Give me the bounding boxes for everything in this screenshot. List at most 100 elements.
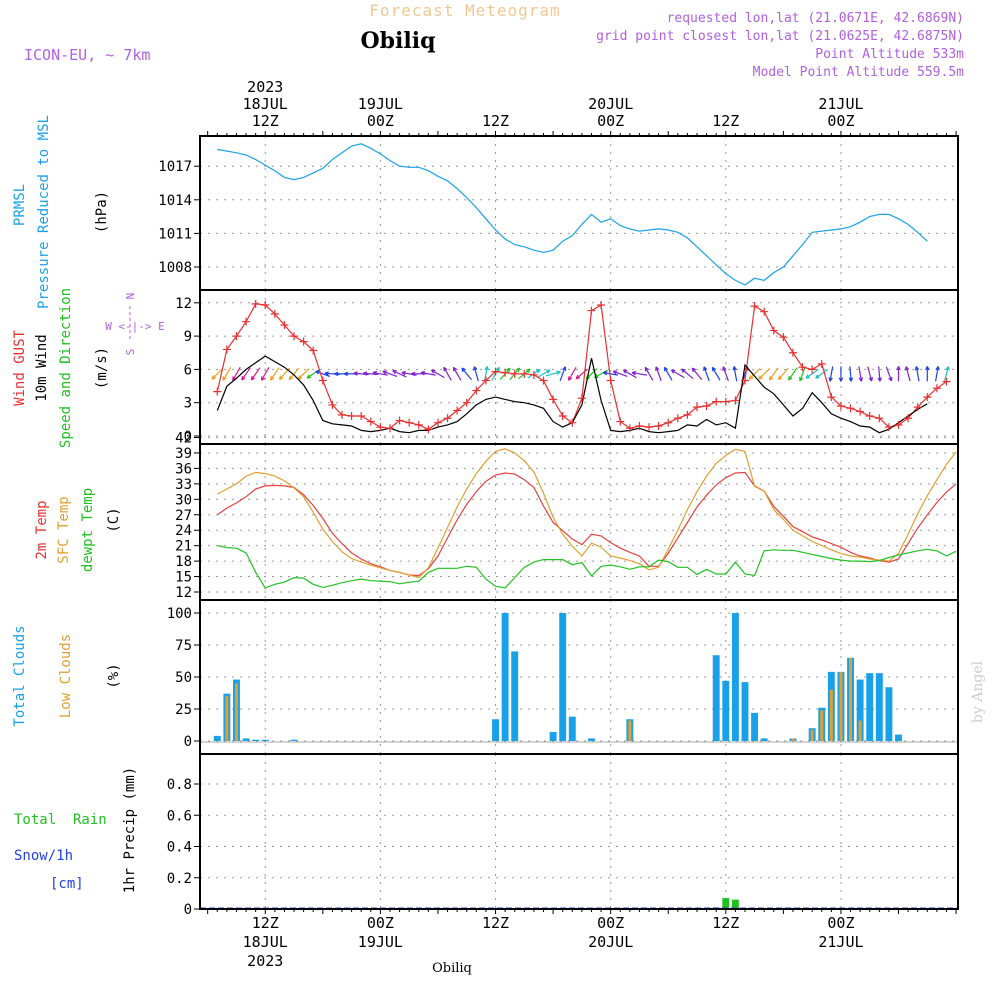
- gust-marker: [261, 301, 270, 310]
- gust-marker: [942, 377, 951, 386]
- prmsl-long-label: Pressure Reduced to MSL: [36, 115, 52, 309]
- gust-marker: [654, 422, 663, 431]
- wind-arrow: [815, 369, 829, 379]
- ytick-label: 39: [175, 446, 192, 462]
- total-cloud-bar: [588, 738, 595, 741]
- time-label-bottom: 2023: [247, 952, 283, 970]
- ytick-label: 1017: [158, 159, 192, 175]
- total-cloud-bar: [760, 738, 768, 741]
- gust-marker: [731, 396, 740, 405]
- gust-marker: [453, 406, 462, 415]
- wind-arrow: [602, 370, 619, 376]
- gust-marker: [462, 398, 471, 407]
- gust-marker: [750, 302, 759, 311]
- ytick-label: 36: [175, 461, 192, 477]
- gust-marker: [827, 393, 836, 402]
- gust-marker: [251, 299, 260, 308]
- total-cloud-bar: [751, 712, 759, 741]
- wind-arrow: [644, 366, 654, 381]
- time-label-top: 19JUL: [358, 95, 403, 113]
- prmsl-label: PRMSL: [12, 184, 28, 226]
- gust-marker: [587, 306, 596, 315]
- gust-marker: [472, 386, 481, 395]
- gust-marker: [779, 333, 788, 342]
- wind-arrow: [722, 366, 729, 382]
- gust-marker: [865, 412, 874, 421]
- wind-arrow: [848, 366, 854, 382]
- gust-marker: [366, 417, 375, 426]
- ytick-label: 1008: [158, 260, 192, 276]
- gust-marker: [357, 412, 366, 421]
- gust-marker: [625, 424, 634, 433]
- gust-marker: [481, 376, 490, 385]
- low-cloud-bar: [849, 657, 853, 741]
- time-label-bottom: 20JUL: [588, 933, 633, 951]
- wind10-label: 10m Wind: [34, 334, 50, 401]
- wind-arrow: [788, 367, 798, 381]
- wind-arrow: [914, 366, 920, 382]
- gust-marker: [232, 332, 241, 341]
- wind-arrow: [559, 366, 567, 382]
- time-label-bottom: 19JUL: [358, 933, 403, 951]
- wind-arrow: [567, 367, 577, 381]
- gust-marker: [529, 370, 538, 379]
- wind-arrow: [631, 370, 647, 376]
- gust-marker: [923, 393, 932, 402]
- degc-unit: (C): [106, 507, 122, 532]
- time-label-top: 00Z: [367, 112, 394, 130]
- ytick-label: 42: [175, 431, 192, 447]
- total-cloud-bar: [731, 613, 739, 741]
- gust-marker: [597, 301, 606, 310]
- wind-arrow: [452, 366, 462, 381]
- ytick-label: 9: [184, 329, 192, 345]
- ytick-label: 12: [175, 585, 192, 601]
- gust-marker: [424, 425, 433, 434]
- wind-arrow: [392, 370, 407, 378]
- ytick-label: 0.4: [167, 840, 192, 856]
- wind-arrow: [655, 366, 662, 382]
- total-cloud-bar: [290, 739, 298, 741]
- wind-arrow: [473, 366, 479, 382]
- cm-unit: [cm]: [50, 876, 84, 892]
- gust-marker: [328, 400, 337, 409]
- wind-arrow: [777, 367, 789, 381]
- gust-marker: [577, 394, 586, 403]
- wind-arrow: [372, 370, 388, 376]
- ytick-label: 24: [175, 523, 192, 539]
- series-sfc-temp: [217, 448, 957, 579]
- ytick-label: 33: [175, 477, 192, 493]
- wind-arrow: [315, 370, 331, 377]
- precip-bar: [722, 898, 730, 909]
- gust-marker: [347, 412, 356, 421]
- wind-arrow: [670, 369, 685, 379]
- wind-arrow: [241, 367, 251, 381]
- total-cloud-bar: [559, 613, 567, 741]
- model-altitude: Model Point Altitude 559.5m: [753, 65, 964, 80]
- series-2m-temp: [216, 471, 957, 577]
- wind-arrow: [430, 369, 445, 379]
- gridpoint-coords: grid point closest lon,lat (21.0625E, 42…: [596, 29, 964, 44]
- gust-marker: [702, 402, 711, 411]
- gust-marker: [894, 420, 903, 429]
- precip-bar: [731, 899, 739, 909]
- time-label-top: 2023: [247, 78, 283, 96]
- gust-marker: [270, 309, 279, 318]
- gust-marker: [836, 402, 845, 411]
- wind-arrow: [382, 370, 398, 377]
- low-cloud-bar: [791, 738, 795, 741]
- total-cloud-bar: [252, 739, 260, 741]
- gust-marker: [568, 418, 577, 427]
- wind-arrow: [703, 366, 710, 382]
- compass-north: N: [124, 293, 137, 300]
- hpa-unit: (hPa): [94, 191, 110, 233]
- gust-marker: [884, 423, 893, 432]
- wind-arrow: [877, 366, 882, 382]
- wind-arrow: [768, 367, 779, 381]
- gust-marker: [721, 397, 730, 406]
- ytick-label: 0.6: [167, 808, 192, 824]
- ytick-label: 3: [184, 396, 192, 412]
- gust-marker: [539, 376, 548, 385]
- panel-frame: [199, 289, 959, 445]
- ytick-label: 0: [184, 734, 192, 750]
